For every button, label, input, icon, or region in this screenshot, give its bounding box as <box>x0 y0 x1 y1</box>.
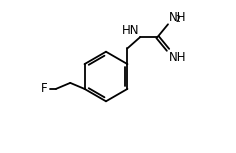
Text: NH: NH <box>169 51 186 64</box>
Text: NH: NH <box>169 11 186 24</box>
Text: 2: 2 <box>175 15 180 24</box>
Text: HN: HN <box>122 24 139 37</box>
Text: F: F <box>41 82 48 95</box>
